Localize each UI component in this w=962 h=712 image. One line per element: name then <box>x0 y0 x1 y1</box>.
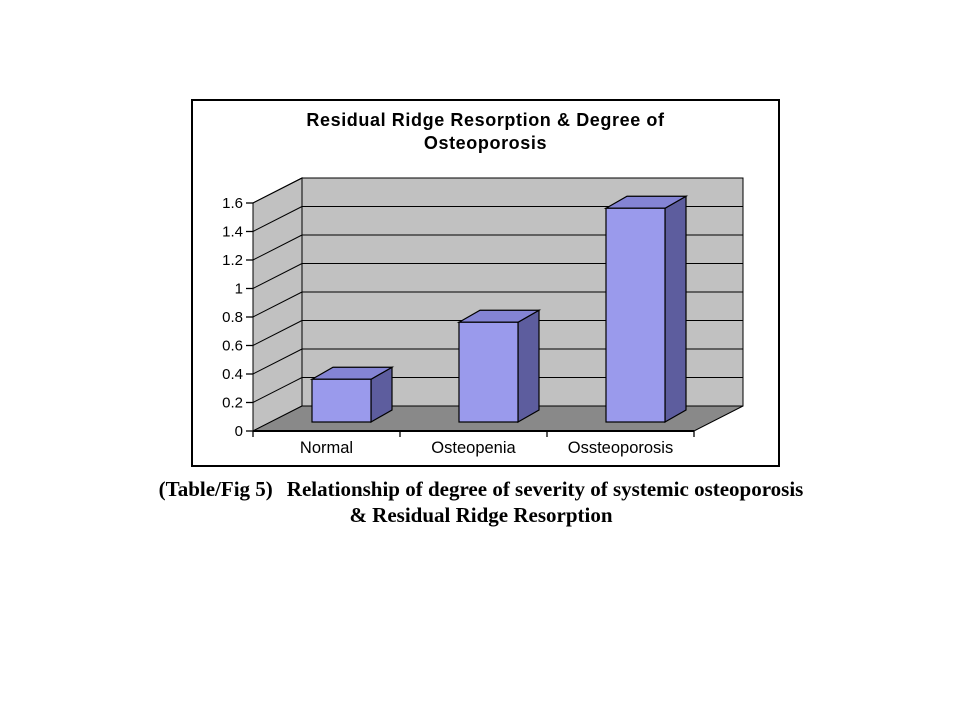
bar-front-face <box>605 207 666 423</box>
gridline-left-wall <box>252 320 303 346</box>
x-axis-label: Ossteoporosis <box>568 439 673 457</box>
gridline-left-wall <box>252 377 303 403</box>
gridline-left-wall <box>252 234 303 261</box>
figure-caption-line1: (Table/Fig 5) Relationship of degree of s… <box>0 476 962 502</box>
x-axis-label: Osteopenia <box>431 439 516 457</box>
figure-caption-text: Relationship of degree of severity of sy… <box>286 477 804 501</box>
bar-chart-figure: 0 0.2 0.4 0.6 0.8 1 1.2 1.4 1.6 Normal Osteopenia O… <box>191 99 780 467</box>
gridline-left-wall <box>252 348 303 375</box>
figure-caption-line2: & Residual Ridge Resorption <box>349 503 613 527</box>
y-axis-label: 0.8 <box>222 309 243 326</box>
chart-title-line1: Residual Ridge Resorption & Degree of <box>306 110 665 130</box>
bar-normal <box>309 366 395 424</box>
chart-svg: 0 0.2 0.4 0.6 0.8 1 1.2 1.4 1.6 Normal Osteopenia O… <box>222 177 744 457</box>
y-axis-label: 0.4 <box>222 366 243 383</box>
y-axis-label: 1.4 <box>222 224 243 241</box>
y-axis-label: 0.6 <box>222 338 243 355</box>
x-axis-label: Normal <box>300 439 353 457</box>
gridline-left-wall <box>252 177 303 204</box>
bar-side-face <box>664 195 687 424</box>
figure-caption-label: (Table/Fig 5) <box>158 477 273 501</box>
y-axis-label: 0.2 <box>222 395 243 412</box>
bar-osteopenia <box>456 309 542 424</box>
figure-caption: (Table/Fig 5) Relationship of degree of s… <box>0 476 962 528</box>
y-axis-label: 1 <box>235 281 243 298</box>
gridline-left-wall <box>252 291 303 318</box>
bar-side-face <box>517 309 540 424</box>
bar-ossteoporosis <box>603 195 689 424</box>
bar-front-face <box>311 378 372 423</box>
chart-title-line2: Osteoporosis <box>423 133 548 153</box>
y-axis-label: 0 <box>235 423 243 440</box>
gridline-left-wall <box>252 263 303 289</box>
y-axis-label: 1.6 <box>222 195 243 212</box>
y-axis-label: 1.2 <box>222 252 243 269</box>
plot-area-3d: 0 0.2 0.4 0.6 0.8 1 1.2 1.4 1.6 Normal Osteopenia O… <box>193 101 778 465</box>
chart-title: Residual Ridge Resorption & Degree of Os… <box>193 109 778 155</box>
bar-front-face <box>458 321 519 423</box>
gridline-left-wall <box>252 206 303 232</box>
